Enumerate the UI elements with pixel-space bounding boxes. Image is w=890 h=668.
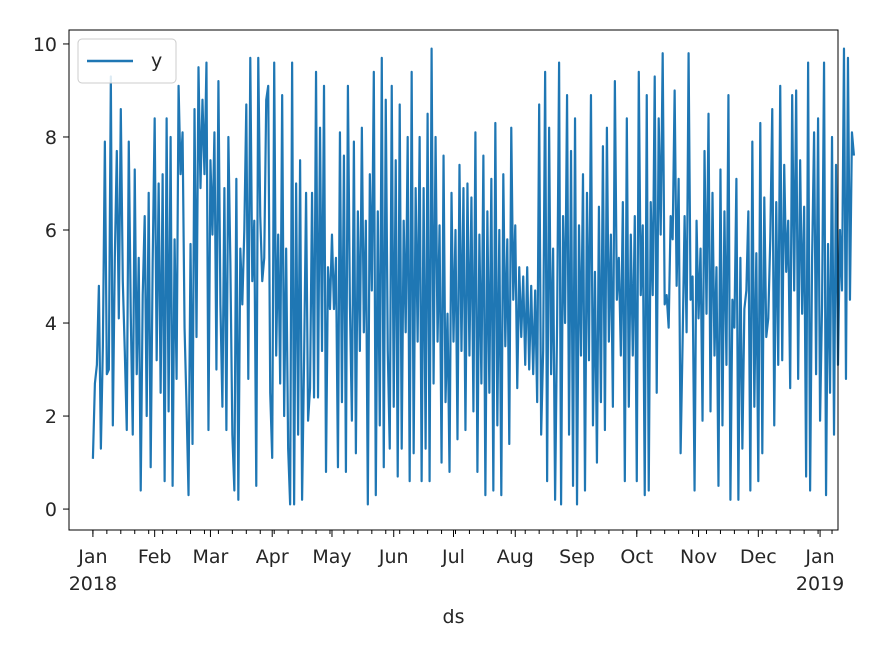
x-tick-sublabel: 2019	[796, 573, 844, 595]
y-tick-label: 4	[45, 313, 57, 335]
x-tick-label: Jan	[804, 546, 834, 568]
x-tick-label: Aug	[497, 546, 534, 568]
x-tick-label: Feb	[138, 546, 172, 568]
x-tick-sublabel: 2018	[69, 573, 117, 595]
y-axis: 0 2 4 6 8 10	[33, 34, 69, 521]
legend-label: y	[151, 50, 162, 72]
y-tick-label: 2	[45, 406, 57, 428]
y-tick-label: 10	[33, 34, 57, 56]
x-tick-label: Jun	[378, 546, 409, 568]
y-tick-label: 6	[45, 220, 57, 242]
x-axis-label: ds	[443, 606, 465, 628]
legend: y	[77, 38, 177, 84]
series-layer	[91, 47, 856, 506]
x-tick-label: Dec	[740, 546, 777, 568]
y-tick-label: 8	[45, 127, 57, 149]
x-axis: Jan 2018 Feb Mar Apr May Jun Jul Aug Sep Oct Nov Dec…	[69, 530, 844, 595]
x-tick-label: Jan	[77, 546, 107, 568]
x-tick-label: Oct	[620, 546, 653, 568]
x-tick-label: Jul	[441, 546, 465, 568]
y-tick-label: 0	[45, 499, 57, 521]
x-tick-label: Sep	[559, 546, 595, 568]
x-tick-label: Mar	[193, 546, 229, 568]
x-tick-label: May	[312, 546, 351, 568]
x-tick-label: Nov	[680, 546, 717, 568]
series-line-y	[91, 47, 856, 506]
x-tick-label: Apr	[256, 546, 289, 568]
